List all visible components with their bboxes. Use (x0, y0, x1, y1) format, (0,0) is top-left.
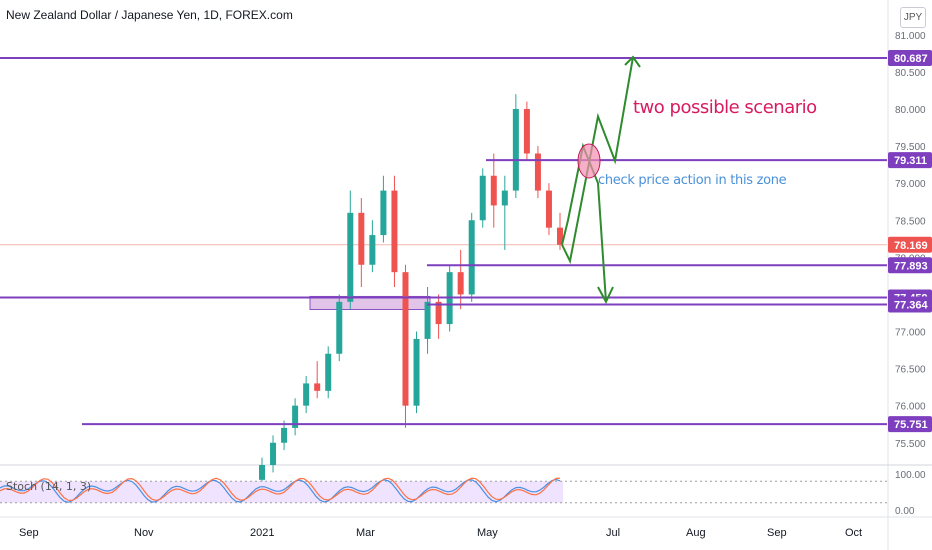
x-tick-label: Nov (134, 527, 154, 539)
candle-body (391, 190, 398, 273)
scenario-annotation: two possible scenario (633, 97, 817, 118)
x-tick-label: Aug (686, 527, 706, 539)
y-tick-label: 80.500 (895, 68, 926, 79)
x-tick-label: Mar (356, 527, 375, 539)
level-price-label: 77.893 (894, 260, 928, 272)
candle-body (380, 190, 387, 236)
y-tick-label: 78.500 (895, 216, 926, 227)
y-tick-label: 76.000 (895, 402, 926, 413)
level-price-label: 79.311 (894, 155, 927, 167)
level-price-label: 75.751 (894, 419, 928, 431)
candle-body (557, 227, 563, 245)
candle-body (523, 109, 530, 154)
candle-body (402, 272, 409, 406)
candle-body (534, 153, 541, 191)
osc-tick-label: 0.00 (895, 506, 915, 517)
candle-body (314, 383, 321, 391)
level-price-label-bg (888, 50, 932, 67)
price-axis-bg (888, 0, 932, 550)
x-tick-label: 2021 (250, 527, 274, 539)
y-tick-label: 76.500 (895, 365, 926, 376)
x-tick-label: Oct (845, 527, 862, 539)
candle-body (501, 190, 508, 206)
candle-body (457, 272, 464, 295)
candle-body (325, 353, 332, 391)
y-tick-label: 75.500 (895, 439, 926, 450)
stoch-d-line (0, 477, 561, 502)
candle-body (479, 175, 486, 221)
candle-body (413, 338, 420, 406)
level-price-label-bg (888, 416, 932, 433)
candle-body (490, 175, 497, 206)
candle-body (292, 405, 299, 428)
level-price-label: 80.687 (894, 53, 928, 65)
candle-body (512, 109, 519, 191)
candle-body (281, 427, 288, 443)
candle-body (545, 190, 552, 228)
y-tick-label: 79.500 (895, 142, 926, 153)
candle-body (270, 442, 277, 465)
currency-button[interactable]: JPY (900, 7, 926, 28)
forecast-up-path (561, 56, 634, 265)
price-action-circle (577, 143, 601, 179)
candle-body (336, 301, 343, 354)
level-price-label: 77.364 (894, 300, 929, 312)
last-price-label-bg (888, 236, 932, 253)
osc-tick-label: 100.00 (895, 470, 926, 481)
y-tick-label: 80.000 (895, 105, 926, 116)
candle-body (435, 301, 442, 325)
y-tick-label: 79.000 (895, 179, 926, 190)
level-price-label-bg (888, 152, 932, 169)
zone-annotation: check price action in this zone (598, 173, 787, 188)
level-price-label-bg (888, 296, 932, 313)
candle-body (468, 220, 475, 295)
oscillator-label: Stoch (14, 1, 3) (6, 480, 92, 493)
x-tick-label: May (477, 527, 498, 539)
candle-body (424, 301, 431, 339)
y-tick-label: 81.000 (895, 31, 926, 42)
level-price-label-bg (888, 257, 932, 274)
x-tick-label: Jul (606, 527, 620, 539)
candle-body (303, 383, 310, 406)
chart-title: New Zealand Dollar / Japanese Yen, 1D, F… (6, 8, 293, 22)
candle-body (358, 212, 365, 265)
candle-body (259, 465, 265, 480)
candle-body (347, 212, 354, 302)
last-price-label: 78.169 (894, 240, 928, 252)
x-tick-label: Sep (767, 527, 787, 539)
candle-body (369, 235, 376, 265)
y-tick-label: 77.000 (895, 328, 926, 339)
x-tick-label: Sep (19, 527, 39, 539)
forecast-down-arrowhead (597, 286, 614, 305)
forecast-up-arrowhead (624, 55, 641, 68)
